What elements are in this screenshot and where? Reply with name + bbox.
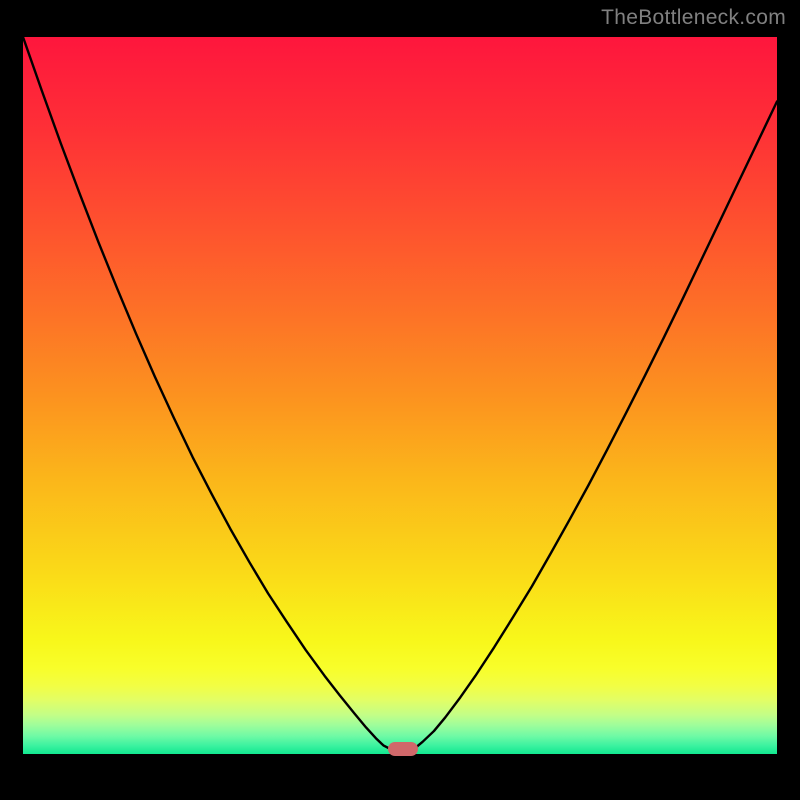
bottleneck-curve (23, 37, 777, 754)
watermark-text: TheBottleneck.com (601, 6, 786, 30)
plot-area (23, 37, 777, 754)
plot-frame (23, 37, 777, 754)
optimum-marker (388, 742, 418, 756)
